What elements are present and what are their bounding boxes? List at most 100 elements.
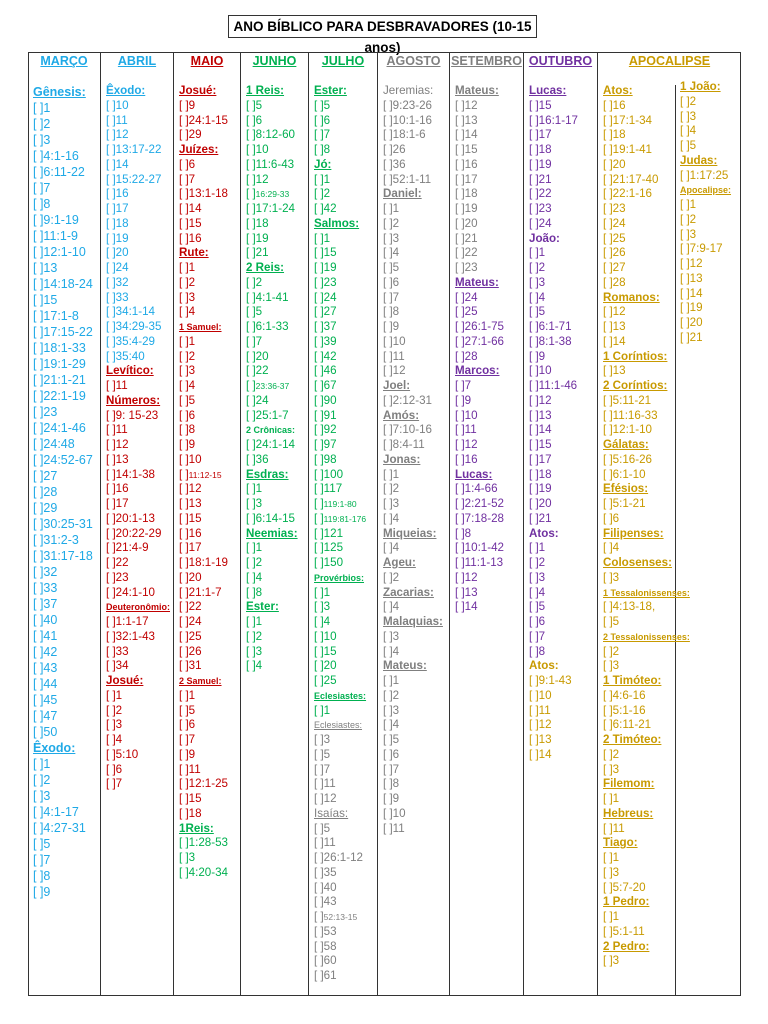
reading-checkbox[interactable]: [ ] xyxy=(455,231,465,245)
reading-checkbox[interactable]: [ ] xyxy=(314,954,324,968)
reading-checkbox[interactable]: [ ] xyxy=(179,718,189,732)
reading-checkbox[interactable]: [ ] xyxy=(383,467,393,481)
reading-checkbox[interactable]: [ ] xyxy=(383,320,393,333)
reading-checkbox[interactable]: [ ] xyxy=(179,541,189,555)
reading-checkbox[interactable]: [ ] xyxy=(603,792,613,805)
reading-checkbox[interactable]: [ ] xyxy=(455,349,465,363)
reading-checkbox[interactable]: [ ] xyxy=(33,869,44,883)
reading-checkbox[interactable]: [ ] xyxy=(529,261,539,274)
reading-checkbox[interactable]: [ ] xyxy=(106,379,116,392)
reading-checkbox[interactable]: [ ] xyxy=(314,836,324,850)
reading-checkbox[interactable]: [ ] xyxy=(603,747,613,761)
reading-checkbox[interactable]: [ ] xyxy=(106,497,116,510)
reading-checkbox[interactable]: [ ] xyxy=(33,389,44,403)
reading-checkbox[interactable]: [ ] xyxy=(680,94,690,108)
reading-checkbox[interactable]: [ ] xyxy=(383,718,393,732)
reading-checkbox[interactable]: [ ] xyxy=(603,113,613,127)
reading-checkbox[interactable]: [ ] xyxy=(179,570,189,584)
reading-checkbox[interactable]: [ ] xyxy=(529,718,539,732)
reading-checkbox[interactable]: [ ] xyxy=(179,629,189,643)
reading-checkbox[interactable]: [ ] xyxy=(33,117,44,131)
reading-checkbox[interactable]: [ ] xyxy=(246,157,256,171)
reading-checkbox[interactable]: [ ] xyxy=(246,187,256,201)
reading-checkbox[interactable]: [ ] xyxy=(246,511,256,525)
reading-checkbox[interactable]: [ ] xyxy=(680,109,690,123)
reading-checkbox[interactable]: [ ] xyxy=(603,541,613,555)
reading-checkbox[interactable]: [ ] xyxy=(383,688,393,702)
reading-checkbox[interactable]: [ ] xyxy=(383,261,393,274)
reading-checkbox[interactable]: [ ] xyxy=(603,644,613,658)
reading-checkbox[interactable]: [ ] xyxy=(455,379,465,392)
reading-checkbox[interactable]: [ ] xyxy=(106,438,116,451)
reading-checkbox[interactable]: [ ] xyxy=(383,98,393,112)
reading-checkbox[interactable]: [ ] xyxy=(106,511,116,525)
reading-checkbox[interactable]: [ ] xyxy=(383,275,393,289)
reading-checkbox[interactable]: [ ] xyxy=(529,497,539,510)
reading-checkbox[interactable]: [ ] xyxy=(179,659,189,673)
reading-checkbox[interactable]: [ ] xyxy=(455,541,465,555)
reading-checkbox[interactable]: [ ] xyxy=(33,533,44,547)
reading-checkbox[interactable]: [ ] xyxy=(529,688,539,702)
reading-checkbox[interactable]: [ ] xyxy=(179,497,189,510)
reading-checkbox[interactable]: [ ] xyxy=(179,792,189,805)
reading-checkbox[interactable]: [ ] xyxy=(106,216,116,230)
reading-checkbox[interactable]: [ ] xyxy=(314,585,324,599)
reading-checkbox[interactable]: [ ] xyxy=(246,334,256,348)
reading-checkbox[interactable]: [ ] xyxy=(455,423,465,437)
reading-checkbox[interactable]: [ ] xyxy=(383,128,393,142)
reading-checkbox[interactable]: [ ] xyxy=(383,305,393,319)
reading-checkbox[interactable]: [ ] xyxy=(33,725,44,739)
reading-checkbox[interactable]: [ ] xyxy=(33,661,44,675)
reading-checkbox[interactable]: [ ] xyxy=(529,482,539,496)
reading-checkbox[interactable]: [ ] xyxy=(33,757,44,771)
reading-checkbox[interactable]: [ ] xyxy=(603,187,613,201)
reading-checkbox[interactable]: [ ] xyxy=(603,393,613,407)
reading-checkbox[interactable]: [ ] xyxy=(383,172,393,186)
reading-checkbox[interactable]: [ ] xyxy=(603,202,613,215)
reading-checkbox[interactable]: [ ] xyxy=(383,703,393,717)
reading-checkbox[interactable]: [ ] xyxy=(314,202,324,215)
reading-checkbox[interactable]: [ ] xyxy=(106,290,116,304)
reading-checkbox[interactable]: [ ] xyxy=(603,615,613,628)
reading-checkbox[interactable]: [ ] xyxy=(383,511,393,525)
reading-checkbox[interactable]: [ ] xyxy=(603,423,613,437)
reading-checkbox[interactable]: [ ] xyxy=(383,364,393,378)
reading-checkbox[interactable]: [ ] xyxy=(383,157,393,171)
reading-checkbox[interactable]: [ ] xyxy=(33,229,44,243)
reading-checkbox[interactable]: [ ] xyxy=(179,261,189,274)
reading-checkbox[interactable]: [ ] xyxy=(603,703,613,717)
reading-checkbox[interactable]: [ ] xyxy=(455,143,465,156)
reading-checkbox[interactable]: [ ] xyxy=(179,806,189,820)
reading-checkbox[interactable]: [ ] xyxy=(179,408,189,422)
reading-checkbox[interactable]: [ ] xyxy=(314,777,324,791)
reading-checkbox[interactable]: [ ] xyxy=(246,393,256,407)
reading-checkbox[interactable]: [ ] xyxy=(179,688,189,702)
reading-checkbox[interactable]: [ ] xyxy=(106,482,116,496)
reading-checkbox[interactable]: [ ] xyxy=(179,172,189,186)
reading-checkbox[interactable]: [ ] xyxy=(33,629,44,643)
reading-checkbox[interactable]: [ ] xyxy=(179,379,189,392)
reading-checkbox[interactable]: [ ] xyxy=(455,172,465,186)
reading-checkbox[interactable]: [ ] xyxy=(603,261,613,274)
reading-checkbox[interactable]: [ ] xyxy=(603,924,613,938)
reading-checkbox[interactable]: [ ] xyxy=(529,305,539,319)
reading-checkbox[interactable]: [ ] xyxy=(246,482,256,496)
reading-checkbox[interactable]: [ ] xyxy=(455,261,465,274)
reading-checkbox[interactable]: [ ] xyxy=(106,157,116,171)
reading-checkbox[interactable]: [ ] xyxy=(455,526,465,540)
reading-checkbox[interactable]: [ ] xyxy=(383,762,393,776)
reading-checkbox[interactable]: [ ] xyxy=(383,349,393,363)
reading-checkbox[interactable]: [ ] xyxy=(529,541,539,555)
reading-checkbox[interactable]: [ ] xyxy=(246,541,256,555)
reading-checkbox[interactable]: [ ] xyxy=(246,143,256,156)
reading-checkbox[interactable]: [ ] xyxy=(529,393,539,407)
reading-checkbox[interactable]: [ ] xyxy=(246,290,256,304)
reading-checkbox[interactable]: [ ] xyxy=(33,261,44,275)
reading-checkbox[interactable]: [ ] xyxy=(246,246,256,260)
reading-checkbox[interactable]: [ ] xyxy=(529,585,539,599)
reading-checkbox[interactable]: [ ] xyxy=(314,98,324,112)
reading-checkbox[interactable]: [ ] xyxy=(383,423,393,437)
reading-checkbox[interactable]: [ ] xyxy=(33,677,44,691)
reading-checkbox[interactable]: [ ] xyxy=(603,762,613,776)
reading-checkbox[interactable]: [ ] xyxy=(455,305,465,319)
